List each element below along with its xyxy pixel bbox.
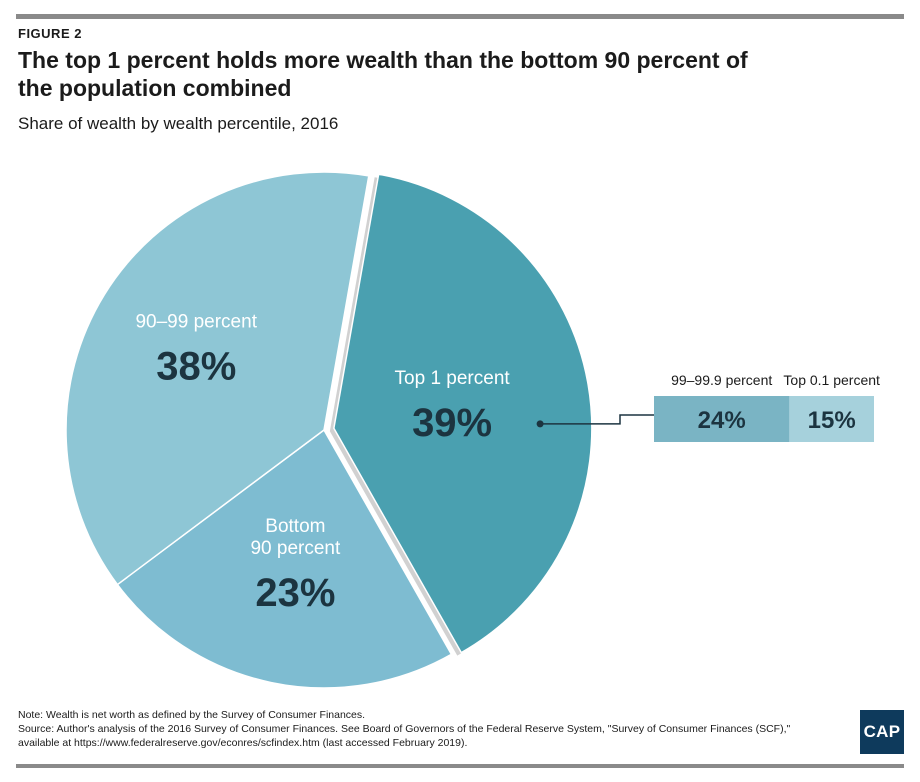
pie-slice-90-99-percent	[65, 171, 370, 586]
slice-value-90-99-percent: 38%	[156, 344, 236, 388]
breakdown-value-99-99-9-percent: 24%	[698, 407, 746, 434]
pie-slice-bottom-90-percent	[116, 428, 453, 689]
source-text: Source: Author's analysis of the 2016 Su…	[18, 723, 791, 749]
slice-label-90-99-percent: 90–99 percent	[135, 311, 257, 332]
slice-value-bottom-90-percent: 23%	[255, 571, 335, 615]
note-text: Note: Wealth is net worth as defined by …	[18, 709, 366, 721]
breakdown-value-top-0-1-percent: 15%	[808, 407, 856, 434]
slice-value-top-1-percent: 39%	[412, 401, 492, 445]
bottom-rule	[16, 764, 904, 768]
slice-label-bottom-90-percent: 90 percent	[250, 538, 341, 559]
chart-title: The top 1 percent holds more wealth than…	[18, 47, 748, 101]
breakdown-label-top-0-1-percent: Top 0.1 percent	[783, 372, 880, 388]
cap-logo: CAP	[860, 710, 904, 754]
breakdown-segment-99-99-9-percent	[654, 396, 790, 442]
connector-line	[540, 414, 654, 425]
breakdown-segment-top-0-1-percent	[789, 396, 874, 442]
slice-label-bottom-90-percent: Bottom	[265, 516, 325, 537]
slice-label-top-1-percent: Top 1 percent	[395, 368, 511, 389]
breakdown-label-99-99-9-percent: 99–99.9 percent	[671, 372, 772, 388]
footnote: Note: Wealth is net worth as defined by …	[18, 708, 818, 750]
pie-slice-top-1-percent	[333, 173, 593, 654]
chart-subtitle: Share of wealth by wealth percentile, 20…	[18, 114, 339, 133]
top-rule	[16, 14, 904, 19]
figure-label: FIGURE 2	[18, 26, 82, 41]
